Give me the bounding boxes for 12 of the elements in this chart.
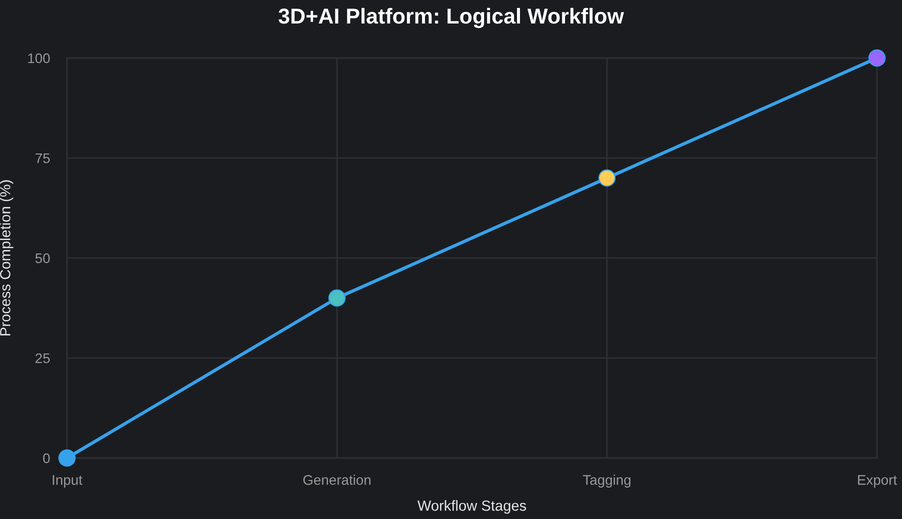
chart-title: 3D+AI Platform: Logical Workflow [278, 8, 624, 28]
x-tick-label: Export [858, 475, 897, 488]
y-tick-label: 100 [28, 53, 50, 64]
y-tick-label: 75 [36, 153, 50, 164]
x-axis-title: Workflow Stages [417, 500, 526, 514]
y-axis-title: Process Completion (%) [0, 180, 14, 336]
x-tick-label: Input [52, 475, 82, 488]
y-tick-label: 0 [43, 453, 50, 464]
y-tick-label: 50 [35, 253, 50, 264]
y-tick-label: 25 [36, 353, 50, 364]
x-tick-label: Tagging [582, 474, 630, 488]
x-tick-label: Generation [303, 474, 370, 485]
